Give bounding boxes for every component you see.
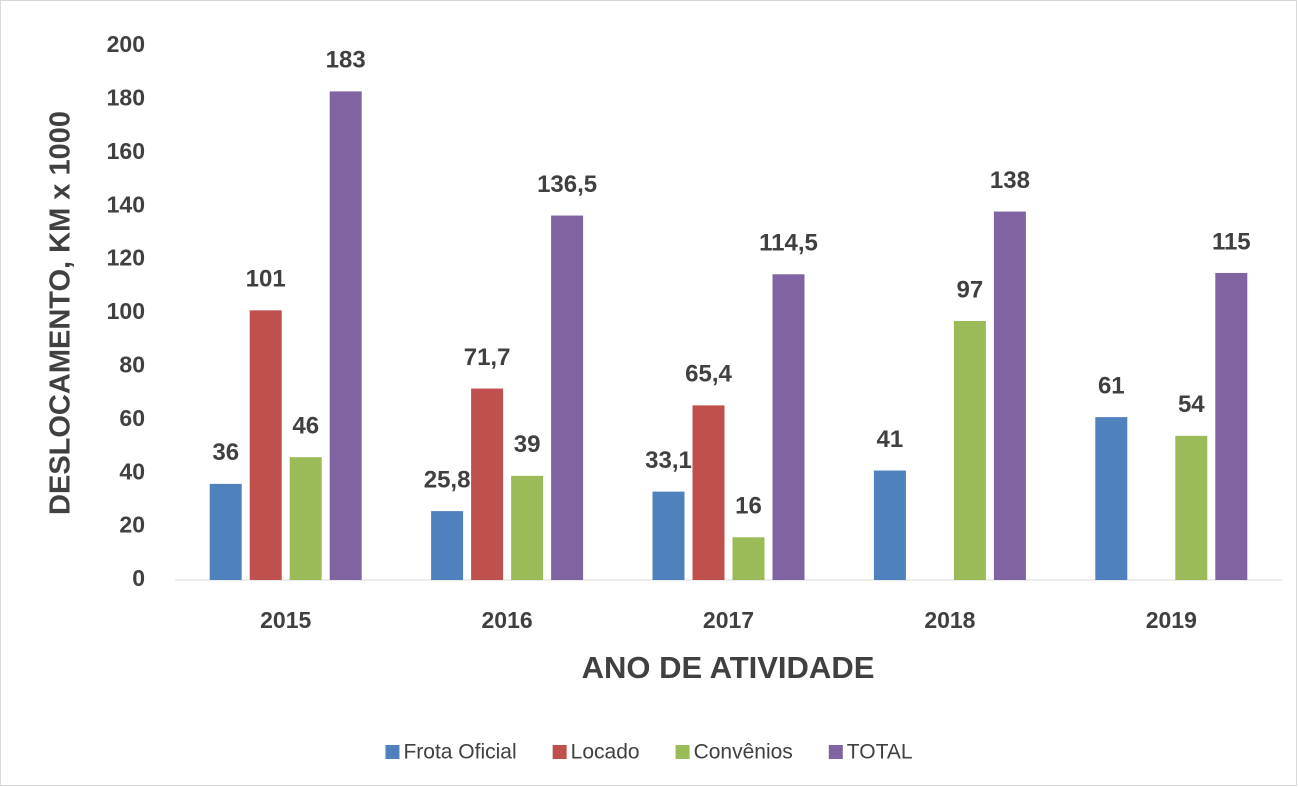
legend-label: Locado	[571, 741, 640, 764]
legend-swatch	[675, 745, 690, 759]
bar	[1175, 435, 1208, 580]
y-tick-label: 40	[119, 458, 145, 484]
bar	[1215, 272, 1248, 580]
bar	[772, 274, 805, 580]
x-tick-label: 2016	[482, 607, 533, 633]
bar	[1095, 417, 1128, 580]
bar	[329, 91, 362, 580]
y-tick-label: 0	[132, 565, 145, 591]
bar	[993, 211, 1026, 581]
data-label: 33,1	[645, 447, 692, 474]
data-label: 46	[292, 413, 319, 440]
data-label: 97	[957, 276, 984, 303]
data-label: 54	[1178, 391, 1205, 418]
y-tick-label: 160	[107, 138, 145, 164]
data-label: 183	[326, 47, 366, 74]
y-tick-label: 100	[107, 298, 145, 324]
legend-label: Convênios	[694, 741, 793, 764]
bar	[209, 483, 242, 580]
data-label: 115	[1212, 228, 1251, 255]
data-label: 25,8	[424, 466, 471, 493]
y-tick-label: 140	[107, 191, 145, 217]
data-label: 16	[735, 493, 762, 520]
x-axis-title: ANO DE ATIVIDADE	[582, 650, 875, 685]
y-tick-label: 60	[119, 405, 145, 431]
y-tick-label: 80	[119, 351, 145, 377]
data-label: 114,5	[759, 230, 818, 257]
y-tick-label: 120	[107, 245, 145, 271]
bar	[289, 457, 322, 580]
x-tick-label: 2017	[703, 607, 754, 633]
bar	[551, 215, 584, 581]
legend-swatch	[385, 745, 400, 759]
bar	[953, 321, 986, 580]
bar	[471, 388, 504, 580]
data-label: 36	[212, 439, 239, 466]
legend-swatch	[552, 745, 567, 759]
y-tick-label: 20	[119, 512, 145, 538]
legend-swatch	[828, 745, 843, 759]
data-label: 39	[514, 431, 541, 458]
bar	[692, 405, 725, 580]
bar	[873, 470, 906, 580]
x-tick-label: 2018	[924, 607, 975, 633]
bar	[732, 537, 765, 580]
bar	[652, 491, 685, 580]
data-label: 41	[877, 426, 904, 453]
data-label: 101	[246, 266, 286, 293]
legend-label: TOTAL	[847, 741, 913, 764]
bar	[431, 511, 464, 580]
bar	[511, 475, 544, 580]
y-tick-label: 180	[107, 84, 145, 110]
x-tick-label: 2015	[260, 607, 311, 633]
legend-label: Frota Oficial	[403, 741, 516, 764]
y-axis-title: DESLOCAMENTO, KM x 1000	[45, 111, 77, 515]
bar	[249, 310, 282, 580]
data-label: 61	[1098, 372, 1125, 399]
x-tick-label: 2019	[1146, 607, 1197, 633]
data-label: 138	[990, 167, 1030, 194]
data-label: 136,5	[537, 171, 597, 198]
data-label: 71,7	[464, 344, 511, 371]
y-tick-label: 200	[107, 31, 145, 57]
data-label: 65,4	[685, 361, 732, 388]
